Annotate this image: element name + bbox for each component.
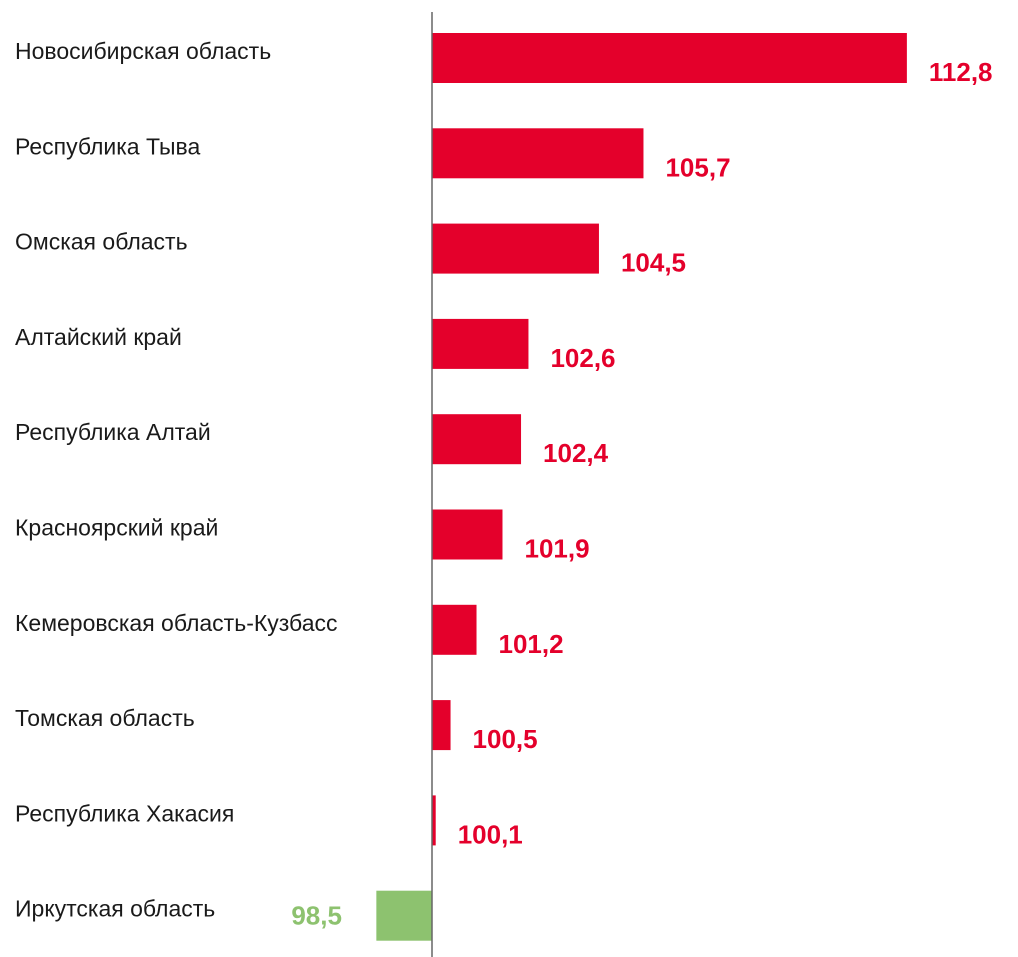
category-label: Омская область <box>15 229 188 255</box>
bar <box>376 890 432 941</box>
value-label: 112,8 <box>929 57 993 87</box>
value-label: 104,5 <box>621 248 686 278</box>
bar <box>432 795 436 846</box>
bars-group <box>376 33 907 941</box>
category-label: Красноярский край <box>15 515 218 541</box>
category-label: Республика Тыва <box>15 133 201 159</box>
bar <box>432 33 907 83</box>
bar <box>432 223 599 274</box>
bar <box>432 700 451 751</box>
category-label: Иркутская область <box>15 896 215 922</box>
value-label: 101,2 <box>499 629 564 659</box>
value-label: 102,4 <box>543 438 609 468</box>
category-label: Алтайский край <box>15 324 182 350</box>
value-label: 101,9 <box>524 534 589 564</box>
value-label: 100,1 <box>458 819 523 849</box>
labels-group: Новосибирская область 112,8 Республика Тыв… <box>15 38 993 931</box>
value-label: 105,7 <box>665 152 730 182</box>
bar <box>432 318 529 369</box>
value-label: 100,5 <box>473 724 538 754</box>
bar <box>432 604 477 655</box>
bar <box>432 509 503 560</box>
category-label: Кемеровская область-Кузбасс <box>15 610 337 636</box>
category-label: Республика Алтай <box>15 419 211 445</box>
bar <box>432 128 644 179</box>
bar <box>432 414 522 465</box>
value-label: 102,6 <box>550 343 615 373</box>
category-label: Новосибирская область <box>15 38 271 64</box>
category-label: Республика Хакасия <box>15 800 234 826</box>
category-label: Томская область <box>15 705 195 731</box>
value-label: 98,5 <box>291 901 342 931</box>
